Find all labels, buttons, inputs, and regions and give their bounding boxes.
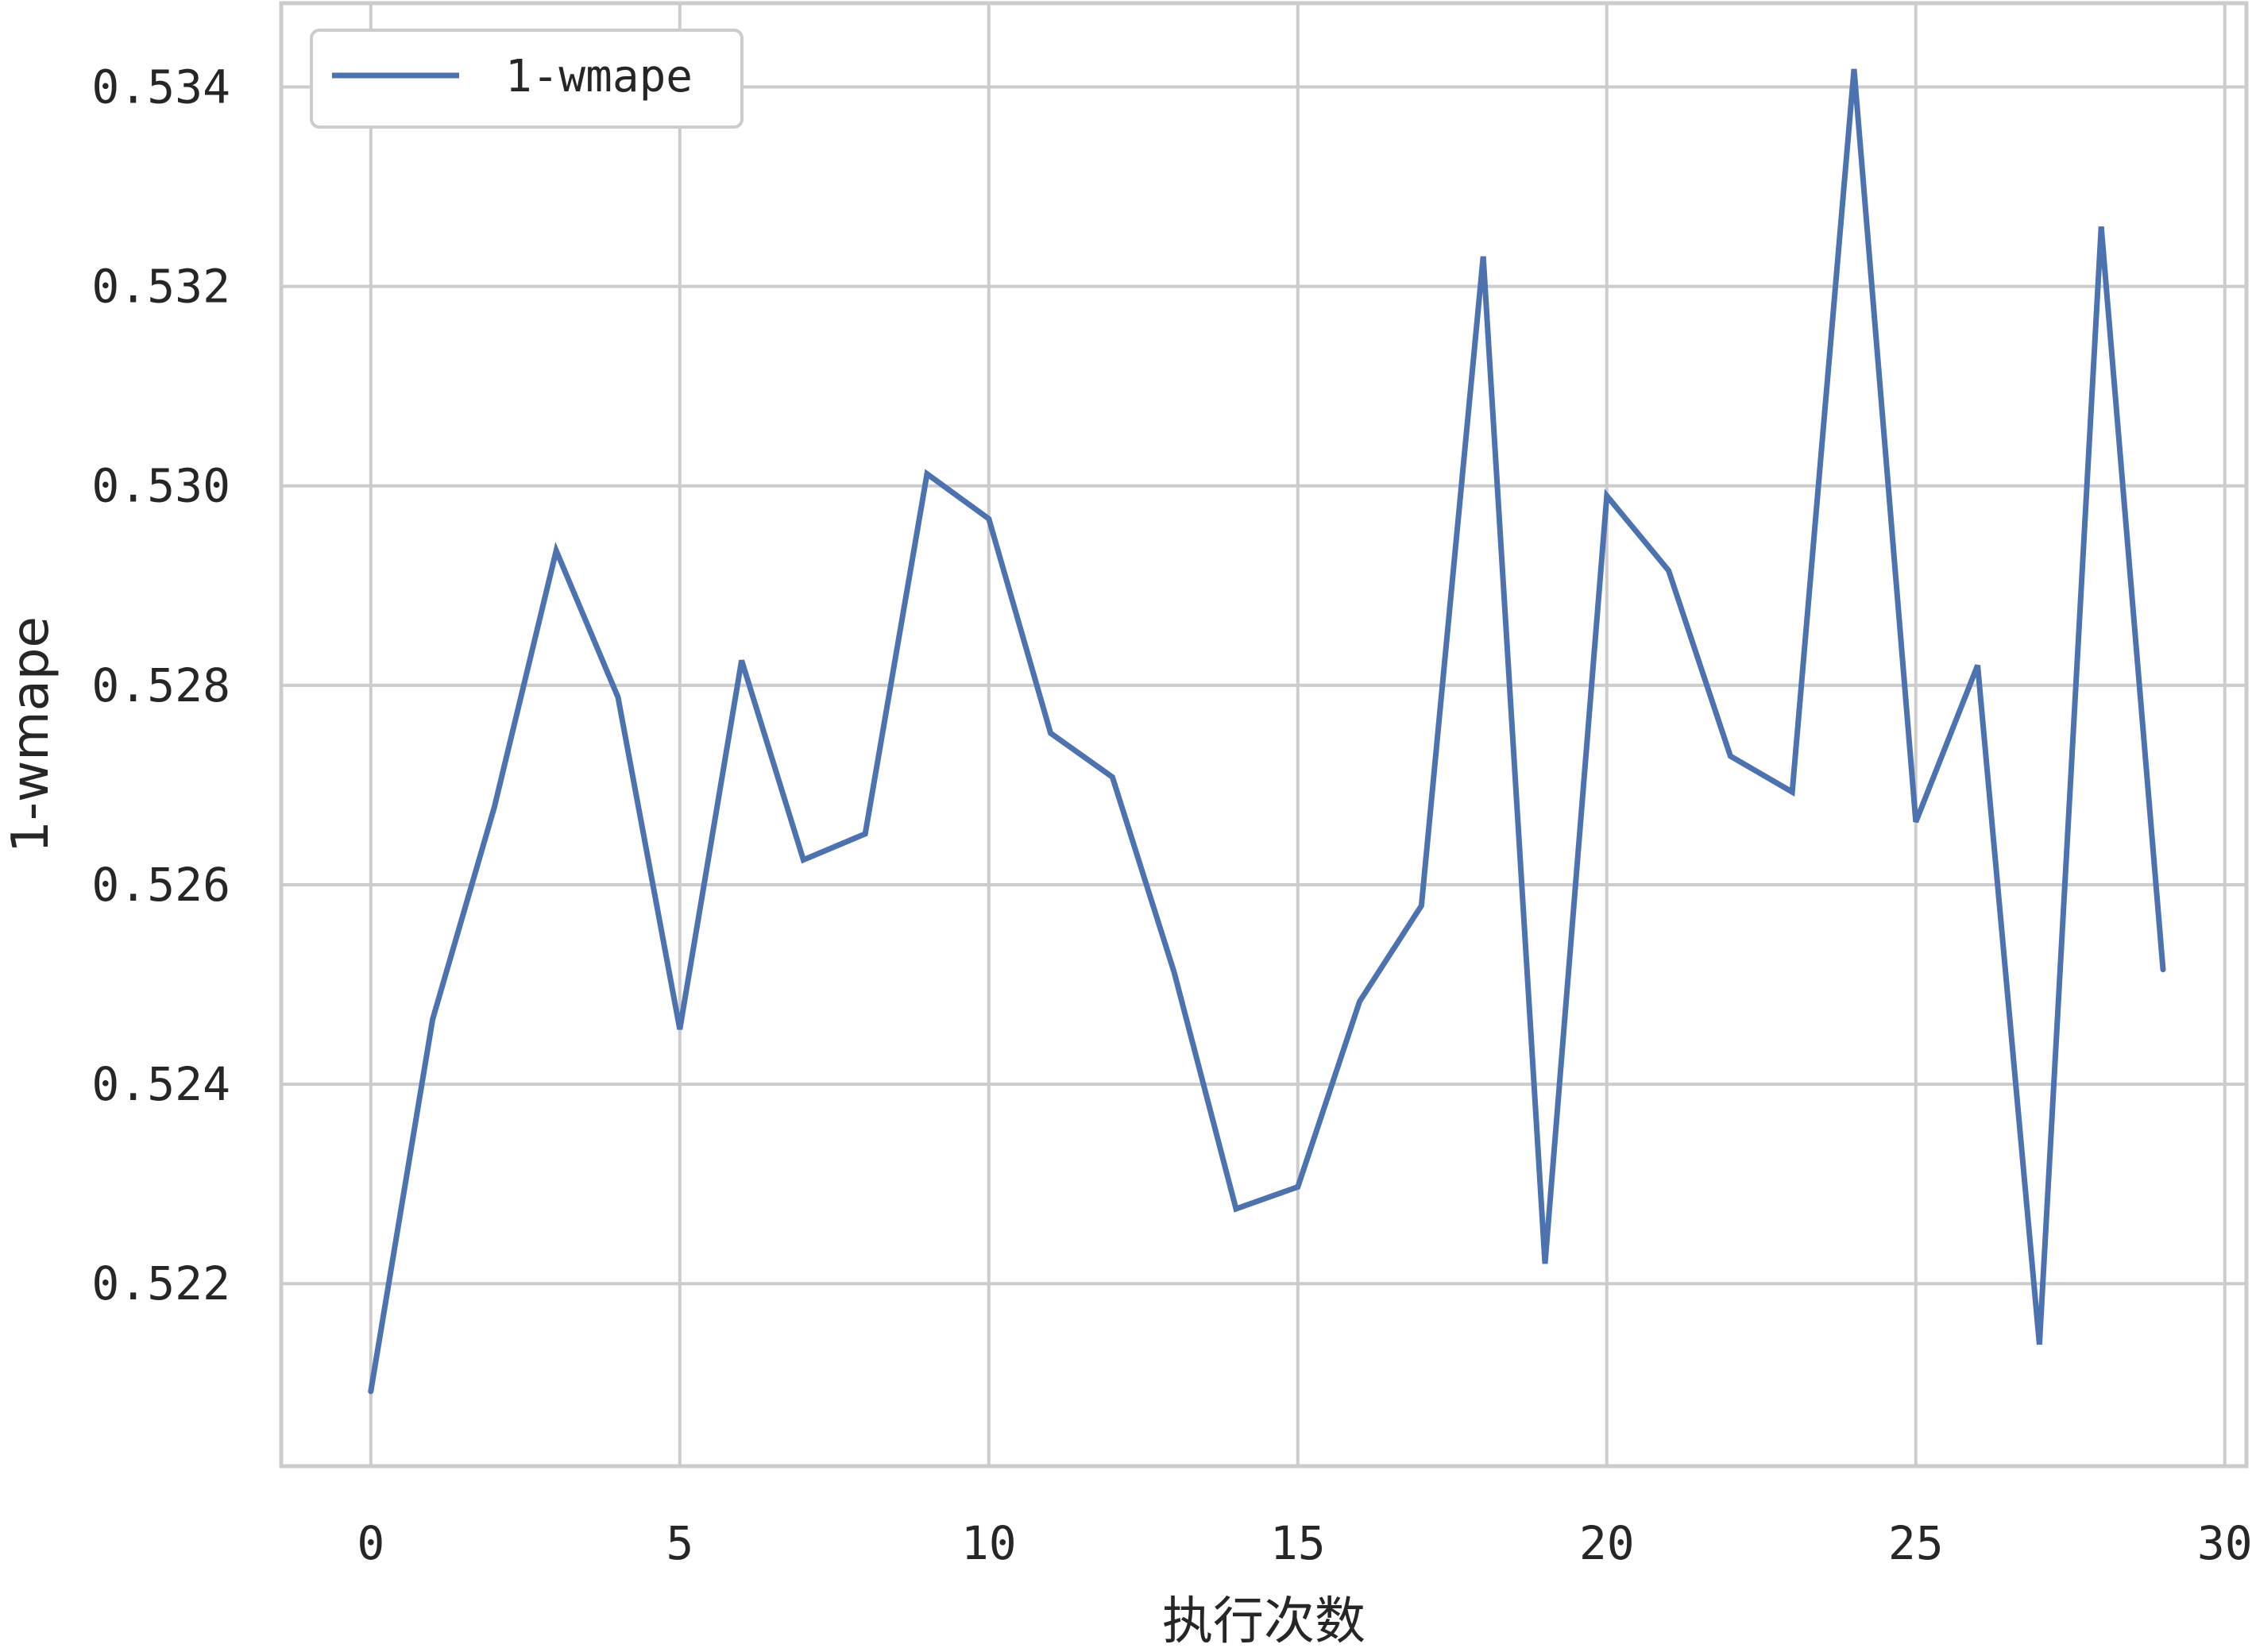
y-tick-label: 0.534 bbox=[91, 60, 230, 114]
x-tick-label: 10 bbox=[961, 1516, 1017, 1570]
x-tick-label: 5 bbox=[666, 1516, 693, 1570]
y-tick-label: 0.532 bbox=[91, 260, 230, 314]
y-tick-label: 0.522 bbox=[91, 1256, 230, 1310]
x-tick-label: 25 bbox=[1888, 1516, 1944, 1570]
series-layer bbox=[368, 68, 2166, 1395]
legend-box bbox=[310, 29, 744, 129]
x-tick-label: 30 bbox=[2197, 1516, 2252, 1570]
legend: 1-wmape bbox=[310, 29, 744, 129]
series-line bbox=[368, 68, 2166, 1395]
x-axis-label: 执行次数 bbox=[1162, 1592, 1365, 1651]
legend-entry-label: 1-wmape bbox=[505, 51, 693, 102]
x-tick-label: 20 bbox=[1579, 1516, 1635, 1570]
y-tick-label: 0.528 bbox=[91, 658, 230, 712]
x-tick-label: 15 bbox=[1270, 1516, 1326, 1570]
y-tick-labels: 0.522 0.524 0.526 0.528 0.530 0.532 0.534 bbox=[91, 60, 230, 1310]
y-axis-label: 1-wmape bbox=[2, 616, 60, 853]
grid-lines bbox=[281, 3, 2246, 1466]
x-tick-label: 0 bbox=[357, 1516, 384, 1570]
y-tick-label: 0.526 bbox=[91, 858, 230, 912]
y-tick-label: 0.530 bbox=[91, 459, 230, 513]
y-tick-label: 0.524 bbox=[91, 1057, 230, 1111]
x-tick-labels: 0 5 10 15 20 25 30 bbox=[357, 1516, 2252, 1570]
plot-frame bbox=[279, 1, 2249, 1469]
